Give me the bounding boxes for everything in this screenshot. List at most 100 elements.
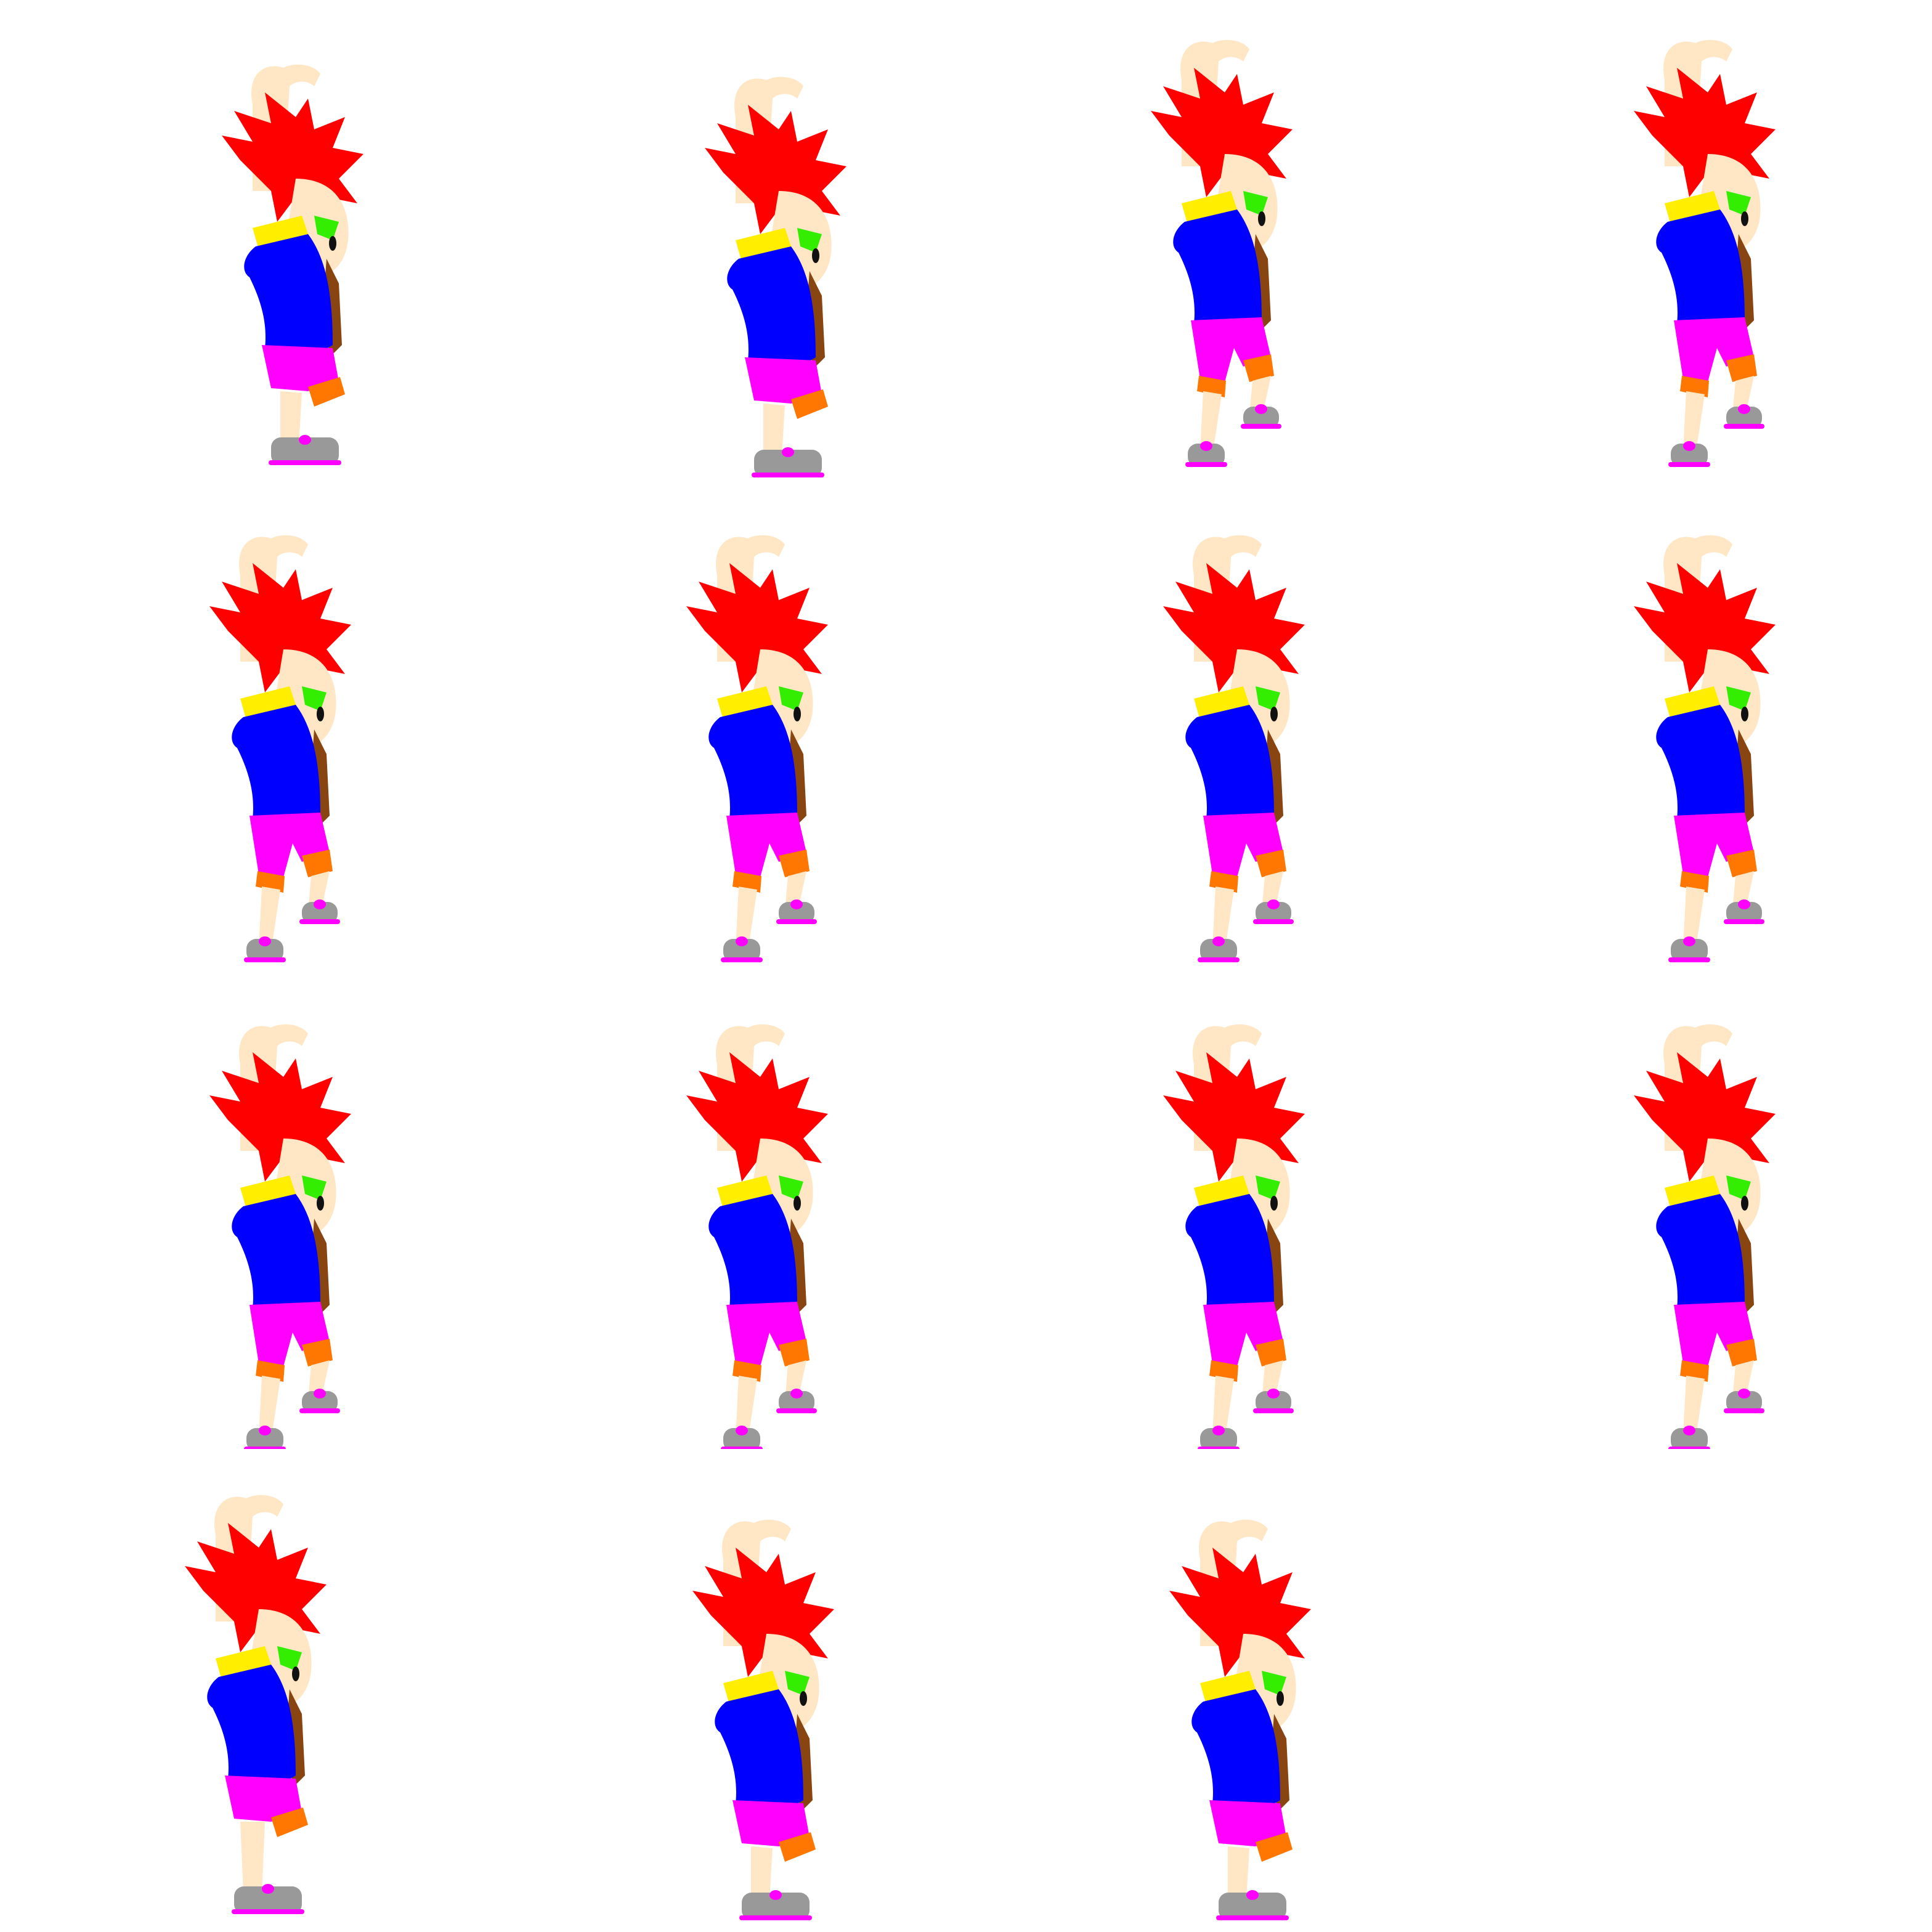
shorts-cuff [733, 850, 810, 893]
shoe-lace [1738, 404, 1750, 414]
character-sprite [1169, 1519, 1311, 1920]
shirt [244, 234, 333, 355]
sprite-frame-canvas [1151, 39, 1293, 467]
sprite-frame-canvas [692, 1519, 834, 1920]
eye [797, 228, 822, 253]
sprite-frame [483, 0, 966, 483]
shorts [250, 813, 330, 877]
eye [1256, 686, 1280, 711]
shoe [271, 437, 339, 465]
character-sprite [1634, 39, 1776, 467]
shoe-lace [1246, 1890, 1259, 1900]
shorts [745, 357, 822, 404]
sprite-frame [1449, 483, 1932, 966]
shoe [234, 1886, 302, 1914]
sprite-frame [483, 1449, 966, 1932]
shorts-cuff [271, 1808, 308, 1837]
shoe [1200, 939, 1237, 962]
sprite-frame [0, 1449, 483, 1932]
pupil [794, 707, 801, 721]
shoe-lace [1683, 936, 1695, 946]
shoe [1671, 1428, 1708, 1449]
shoe [1726, 1391, 1762, 1413]
shoe-lace [1738, 899, 1750, 909]
legs [280, 391, 302, 444]
shirt [715, 1689, 803, 1810]
shorts-cuff [256, 1339, 333, 1382]
character-sprite [692, 1519, 834, 1920]
shoe-lace [259, 936, 271, 946]
shorts-cuff [1256, 1832, 1293, 1862]
shoe [246, 1428, 283, 1449]
sprite-frame [966, 0, 1449, 483]
shirt [232, 1194, 320, 1315]
character-sprite [705, 76, 846, 477]
eye [314, 216, 339, 240]
shoe-lace [736, 936, 748, 946]
eye [785, 1671, 810, 1695]
eye [779, 1175, 803, 1200]
shirt [1185, 1194, 1274, 1315]
legs [1683, 871, 1754, 951]
character-sprite [209, 535, 351, 962]
shoe [742, 1893, 810, 1920]
character-sprite [1151, 39, 1293, 467]
eye [277, 1646, 302, 1671]
pupil [329, 236, 336, 251]
collar [717, 1175, 773, 1209]
shoe [1243, 407, 1279, 429]
shoe [302, 902, 338, 924]
shoe-lace [1683, 1426, 1695, 1435]
legs [259, 1360, 330, 1440]
shorts-cuff [733, 1339, 810, 1382]
pupil [317, 707, 324, 721]
legs [259, 871, 330, 951]
sprite-frame [966, 483, 1449, 966]
pupil [1741, 1196, 1748, 1211]
shorts-cuff [1680, 1339, 1757, 1382]
legs [1683, 376, 1754, 456]
character-sprite [1634, 535, 1776, 962]
shorts-cuff [1680, 850, 1757, 893]
pupil [1276, 1691, 1284, 1706]
shoe [1726, 407, 1762, 429]
pupil [317, 1196, 324, 1211]
eye [1262, 1671, 1286, 1695]
legs [736, 1360, 806, 1440]
shoe [1219, 1893, 1286, 1920]
shoe-lace [1212, 936, 1225, 946]
collar [736, 228, 791, 262]
legs [1200, 376, 1271, 456]
shoe-lace [782, 447, 794, 457]
collar [240, 1175, 296, 1209]
pupil [1258, 211, 1265, 226]
eye [1243, 191, 1268, 216]
collar [723, 1671, 779, 1705]
pupil [812, 248, 819, 263]
sprite-frame-canvas [1634, 39, 1776, 467]
eye [302, 686, 327, 711]
sprite-frame-canvas [185, 1495, 327, 1914]
legs [751, 1846, 773, 1899]
eye [1726, 686, 1751, 711]
collar [1665, 191, 1720, 225]
shoe-lace [790, 899, 803, 909]
collar [1182, 191, 1237, 225]
eye [1256, 1175, 1280, 1200]
shorts [726, 1302, 806, 1366]
sprite-frame [966, 966, 1449, 1449]
sprite-frame-canvas [1169, 1519, 1311, 1920]
shoe [1256, 1391, 1291, 1413]
shorts-cuff [779, 1832, 816, 1862]
shorts [1191, 317, 1271, 382]
shorts [225, 1776, 302, 1822]
shirt [207, 1665, 296, 1785]
shoe [1256, 902, 1291, 924]
character-sprite [686, 1024, 828, 1449]
shoe [246, 939, 283, 962]
sprite-frame [1449, 0, 1932, 483]
shoe [1188, 444, 1225, 467]
shoe-lace [1212, 1426, 1225, 1435]
shoe-lace [1267, 1389, 1280, 1398]
